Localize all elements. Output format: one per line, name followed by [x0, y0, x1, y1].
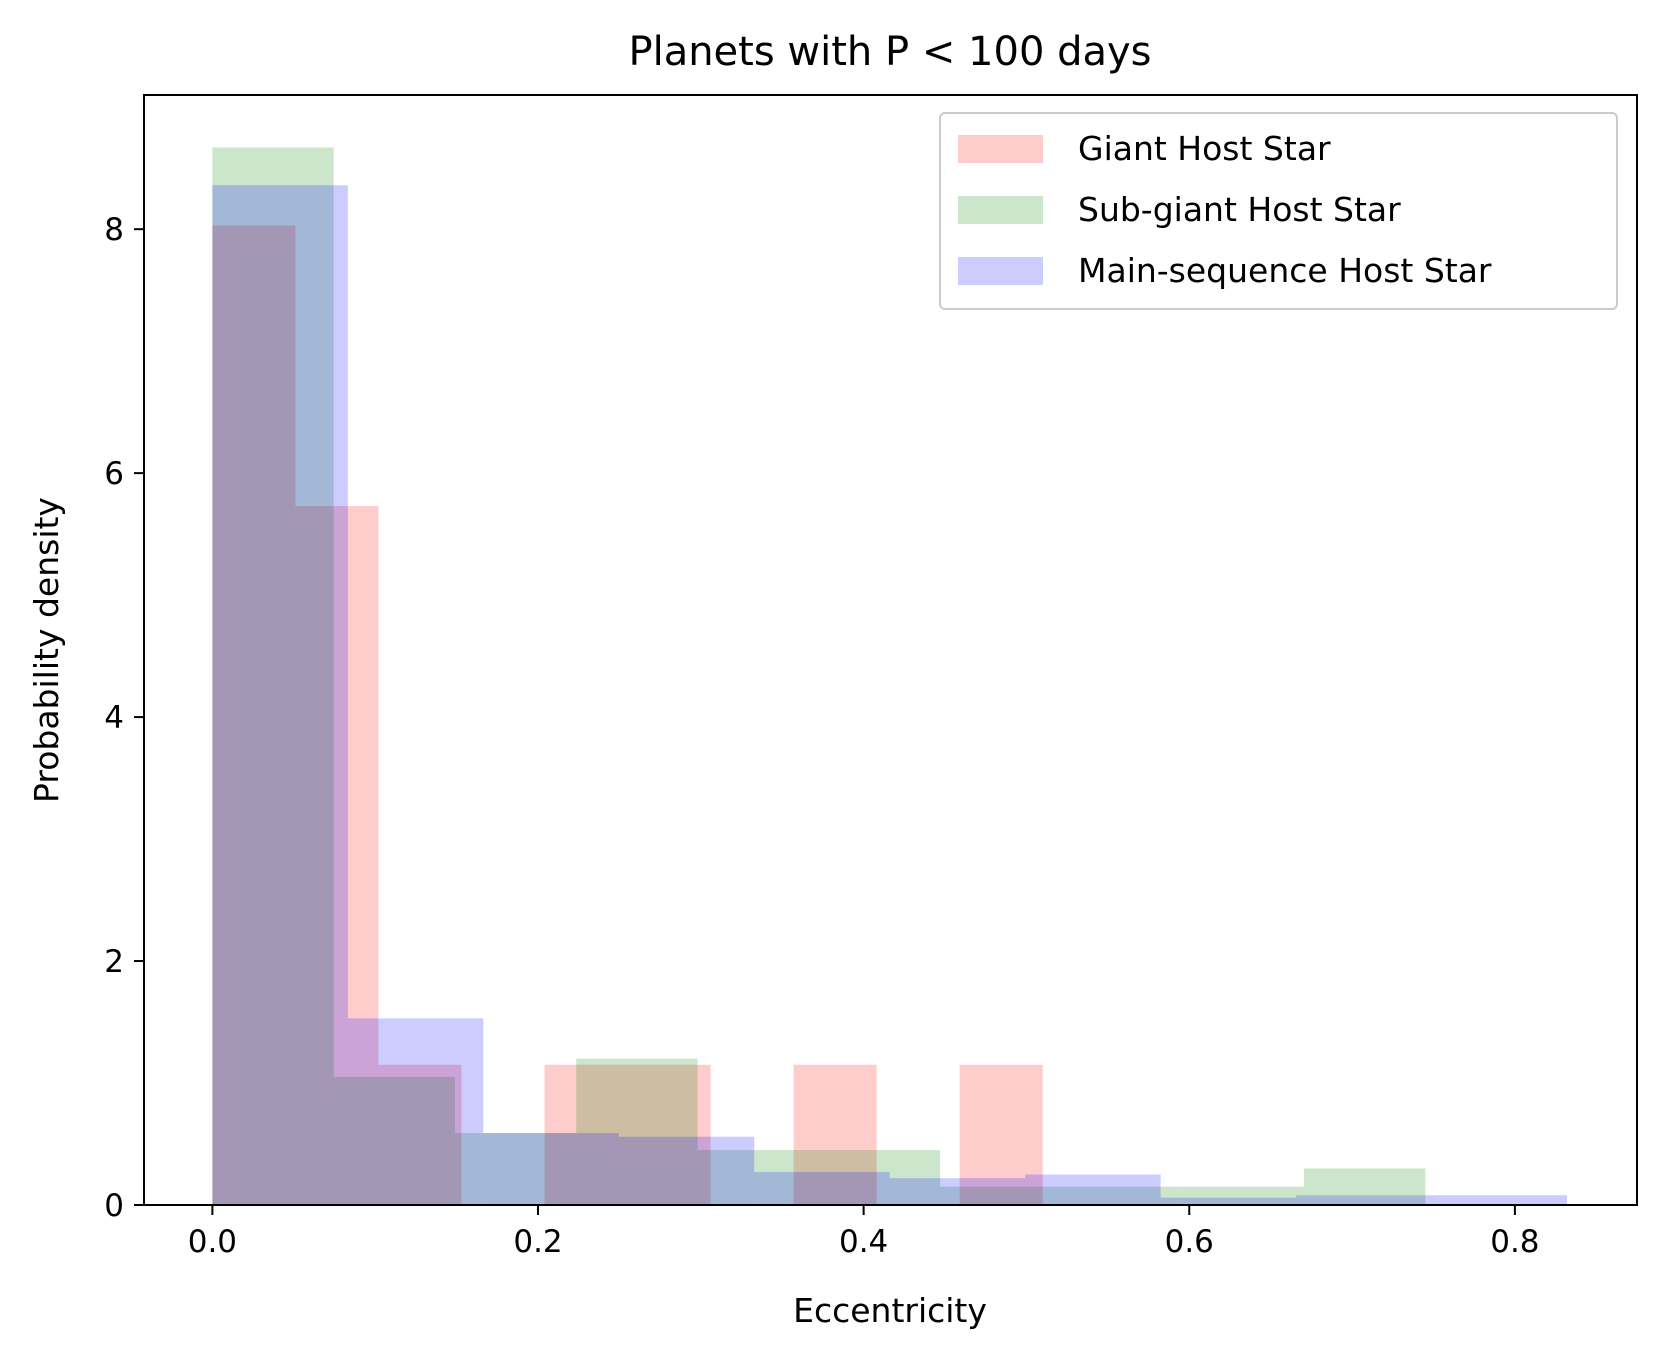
- histogram-bar: [333, 1076, 455, 1205]
- histogram-bar: [576, 1058, 698, 1205]
- legend-entry: Sub-giant Host Star: [958, 190, 1401, 229]
- histogram-bar: [697, 1150, 819, 1205]
- histogram-bar: [618, 1136, 755, 1205]
- histogram-bar: [347, 1018, 484, 1205]
- histogram-bar: [378, 1064, 462, 1205]
- chart-title: Planets with P < 100 days: [628, 29, 1151, 75]
- y-tick-label: 4: [104, 700, 124, 736]
- x-axis-ticks: 0.0 0.2 0.4 0.6 0.8: [188, 1205, 1540, 1260]
- histogram-bar: [889, 1178, 1026, 1205]
- histogram-bar: [627, 1064, 711, 1205]
- y-tick-label: 8: [104, 212, 124, 248]
- histogram-bar: [1061, 1186, 1183, 1205]
- x-axis-label: Eccentricity: [793, 1291, 987, 1330]
- histogram-bar: [1304, 1168, 1426, 1205]
- x-tick-label: 0.8: [1490, 1224, 1539, 1260]
- y-tick-label: 2: [104, 944, 124, 980]
- histogram-bar: [818, 1150, 941, 1205]
- histogram-bar: [454, 1133, 577, 1205]
- histogram-bar: [212, 185, 348, 1205]
- x-tick-label: 0.2: [513, 1224, 562, 1260]
- histogram-bar: [212, 225, 296, 1205]
- legend-entry: Main-sequence Host Star: [958, 251, 1492, 290]
- x-tick-label: 0.0: [188, 1224, 237, 1260]
- legend-label: Giant Host Star: [1078, 129, 1331, 168]
- legend: Giant Host Star Sub-giant Host Star Main-s…: [939, 112, 1618, 310]
- series-0: [212, 225, 1043, 1206]
- legend-box: [939, 112, 1618, 310]
- y-tick-label: 6: [104, 456, 124, 492]
- y-axis-label: Probability density: [27, 497, 66, 803]
- x-tick-label: 0.6: [1165, 1224, 1214, 1260]
- x-tick-label: 0.4: [839, 1224, 888, 1260]
- legend-entry: Giant Host Star: [958, 129, 1331, 168]
- histogram-bar: [1160, 1197, 1297, 1205]
- histogram-bar: [959, 1064, 1043, 1205]
- legend-swatch: [958, 135, 1043, 163]
- legend-swatch: [958, 257, 1043, 285]
- y-axis-ticks: 0 2 4 6 8: [104, 212, 144, 1224]
- histogram-bars: [212, 147, 1567, 1206]
- histogram-bar: [295, 506, 379, 1206]
- legend-swatch: [958, 196, 1043, 224]
- legend-label: Sub-giant Host Star: [1078, 190, 1401, 229]
- histogram-bar: [544, 1064, 628, 1205]
- histogram-bar: [1296, 1195, 1432, 1205]
- histogram-bar: [1025, 1174, 1161, 1205]
- histogram-bar: [1431, 1195, 1567, 1205]
- histogram-bar: [793, 1064, 877, 1205]
- histogram-bar: [483, 1133, 619, 1205]
- histogram-bar: [1182, 1186, 1305, 1205]
- legend-label: Main-sequence Host Star: [1078, 251, 1492, 290]
- series-2: [212, 185, 1567, 1205]
- histogram-bar: [212, 147, 334, 1205]
- series-1: [212, 147, 1426, 1205]
- y-tick-label: 0: [104, 1188, 124, 1224]
- plot-frame: [143, 94, 1638, 1206]
- histogram-bar: [754, 1172, 890, 1205]
- histogram-bar: [940, 1186, 1062, 1205]
